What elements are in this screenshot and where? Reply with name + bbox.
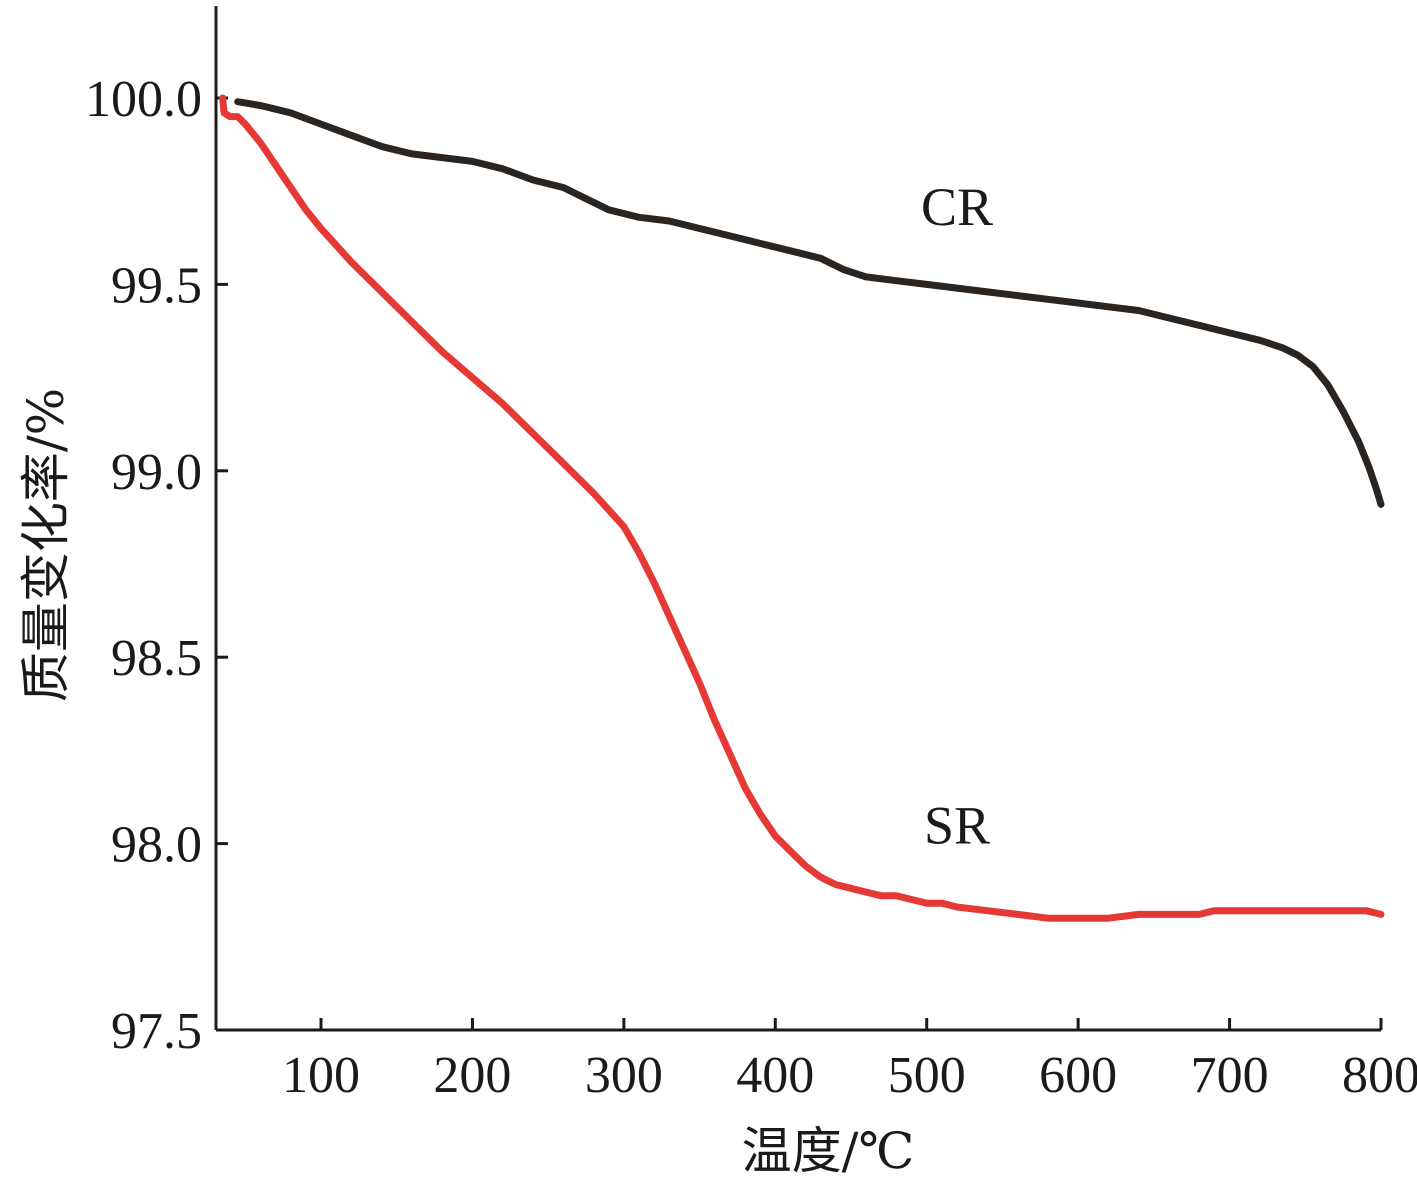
series bbox=[219, 94, 1385, 922]
series-label-cr: CR bbox=[921, 177, 993, 237]
x-tick-label: 500 bbox=[888, 1047, 966, 1104]
x-axis-title: 温度/℃ bbox=[742, 1122, 915, 1180]
y-tick-label: 99.5 bbox=[111, 257, 202, 314]
y-tick-label: 100.0 bbox=[85, 71, 202, 128]
y-axis-title: 质量变化率/% bbox=[17, 388, 75, 702]
y-tick-label: 98.0 bbox=[111, 817, 202, 874]
y-ticks: 97.5 98.0 98.5 99.0 99.5 100.0 bbox=[85, 71, 228, 1060]
series-line-sr bbox=[219, 94, 1385, 922]
y-tick-label: 97.5 bbox=[111, 1003, 202, 1060]
x-ticks: 100 200 300 400 500 600 700 800 bbox=[282, 1018, 1417, 1104]
x-tick-label: 800 bbox=[1342, 1047, 1417, 1104]
y-tick-label: 98.5 bbox=[111, 630, 202, 687]
x-tick-label: 300 bbox=[585, 1047, 663, 1104]
y-tick-label: 99.0 bbox=[111, 444, 202, 501]
x-tick-label: 200 bbox=[433, 1047, 511, 1104]
x-tick-label: 400 bbox=[736, 1047, 814, 1104]
x-tick-label: 100 bbox=[282, 1047, 360, 1104]
axes bbox=[214, 6, 1381, 1032]
annotations: CR SR bbox=[921, 177, 993, 856]
series-line-cr bbox=[234, 98, 1385, 508]
x-tick-label: 700 bbox=[1191, 1047, 1269, 1104]
series-label-sr: SR bbox=[924, 796, 990, 856]
x-tick-label: 600 bbox=[1039, 1047, 1117, 1104]
